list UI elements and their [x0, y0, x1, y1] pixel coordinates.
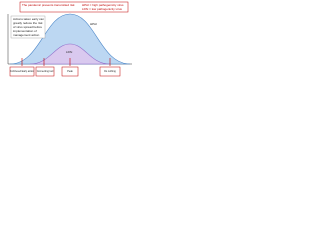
note-line: management action: [13, 33, 40, 37]
legend-item: HPAI = high pathogenicity virus: [82, 3, 124, 7]
note-line: greatly reduce the risk: [13, 21, 43, 25]
bottom-label: Peak: [67, 70, 73, 73]
label-box: [61, 66, 79, 77]
label-box: [35, 66, 55, 77]
bottom-label: Full-flexed Early action: [10, 70, 35, 73]
legend-item: LPAI = low pathogenicity virus: [82, 7, 122, 11]
bottom-label: Connecting tool: [37, 70, 54, 73]
curve-label: HPAI: [90, 22, 97, 26]
note-line: Actions taken early can: [13, 17, 44, 21]
header-title: The pandemic presents transmitted risk: [22, 3, 75, 7]
note-line: implementation of: [13, 29, 37, 33]
note-line: of virus spread before: [13, 25, 42, 29]
note-box: [10, 15, 46, 39]
lpai-curve: [29, 43, 111, 65]
label-box: [9, 66, 35, 77]
diagram: The pandemic presents transmitted risk H…: [0, 0, 136, 80]
bottom-label: Do nothing: [104, 70, 116, 73]
header-box: [19, 1, 129, 13]
hpai-curve: [9, 13, 131, 65]
curve-label: LPAI: [66, 50, 72, 54]
label-box: [99, 66, 121, 77]
